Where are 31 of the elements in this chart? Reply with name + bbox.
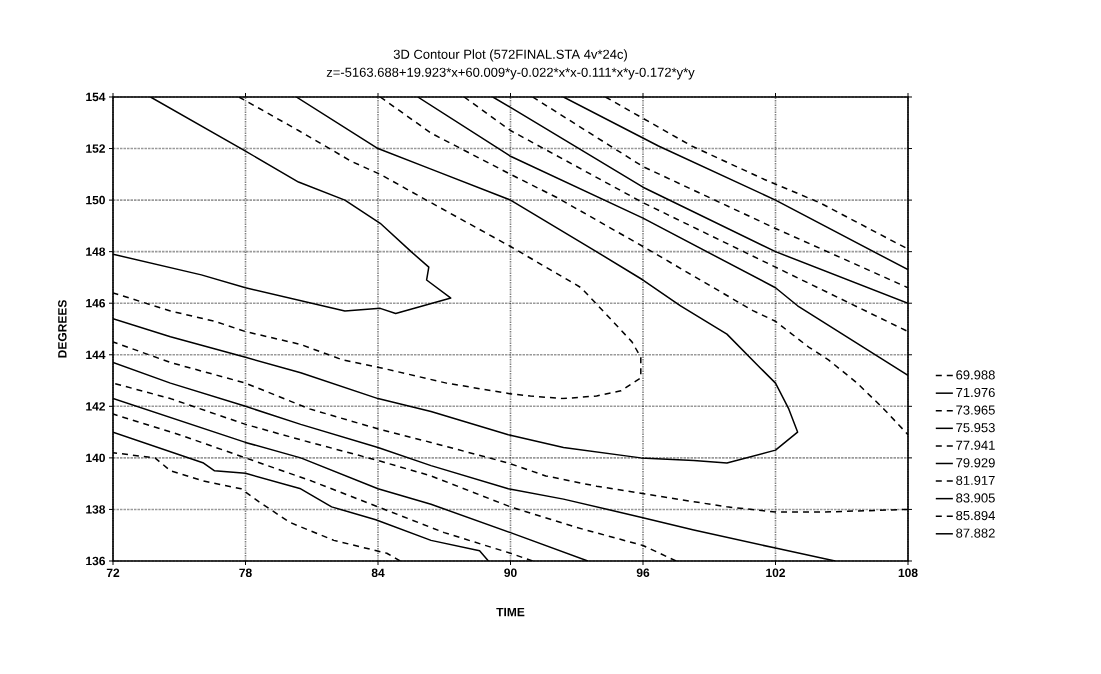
x-tick-label: 72 <box>106 568 120 577</box>
y-tick-label: 154 <box>86 92 106 102</box>
x-tick-label: 102 <box>766 568 786 578</box>
legend-label: 77.941 <box>956 440 995 450</box>
y-tick-label: 138 <box>86 505 106 514</box>
y-axis-title: DEGREES <box>58 300 67 358</box>
chart-title: 3D Contour Plot (572FINAL.STA 4v*24c) <box>393 49 627 62</box>
x-tick-label: 90 <box>504 568 517 578</box>
chart-subtitle: z=-5163.688+19.923*x+60.009*y-0.022*x*x-0.111*x*y-0.172*y*y <box>326 67 695 80</box>
legend-label: 79.929 <box>956 458 995 468</box>
y-tick-label: 144 <box>86 350 106 359</box>
y-tick-label: 140 <box>86 453 105 463</box>
y-tick-label: 136 <box>86 556 106 566</box>
y-tick-label: 146 <box>86 298 106 308</box>
x-tick-label: 84 <box>371 568 385 578</box>
x-axis-title: TIME <box>496 607 525 617</box>
y-tick-label: 150 <box>86 195 105 205</box>
legend-label: 81.917 <box>956 475 995 485</box>
y-tick-label: 152 <box>86 144 105 153</box>
legend-label: 75.953 <box>956 423 995 433</box>
x-tick-label: 96 <box>636 568 650 578</box>
legend-label: 87.882 <box>956 528 995 538</box>
legend-label: 71.976 <box>956 387 995 398</box>
legend-label: 73.965 <box>956 405 995 415</box>
y-tick-label: 142 <box>86 402 105 411</box>
legend-label: 69.988 <box>956 370 995 380</box>
y-tick-label: 148 <box>86 247 106 256</box>
legend-label: 85.894 <box>956 510 995 521</box>
x-tick-label: 78 <box>239 568 252 578</box>
legend-label: 83.905 <box>956 493 995 503</box>
x-tick-label: 108 <box>898 568 918 578</box>
